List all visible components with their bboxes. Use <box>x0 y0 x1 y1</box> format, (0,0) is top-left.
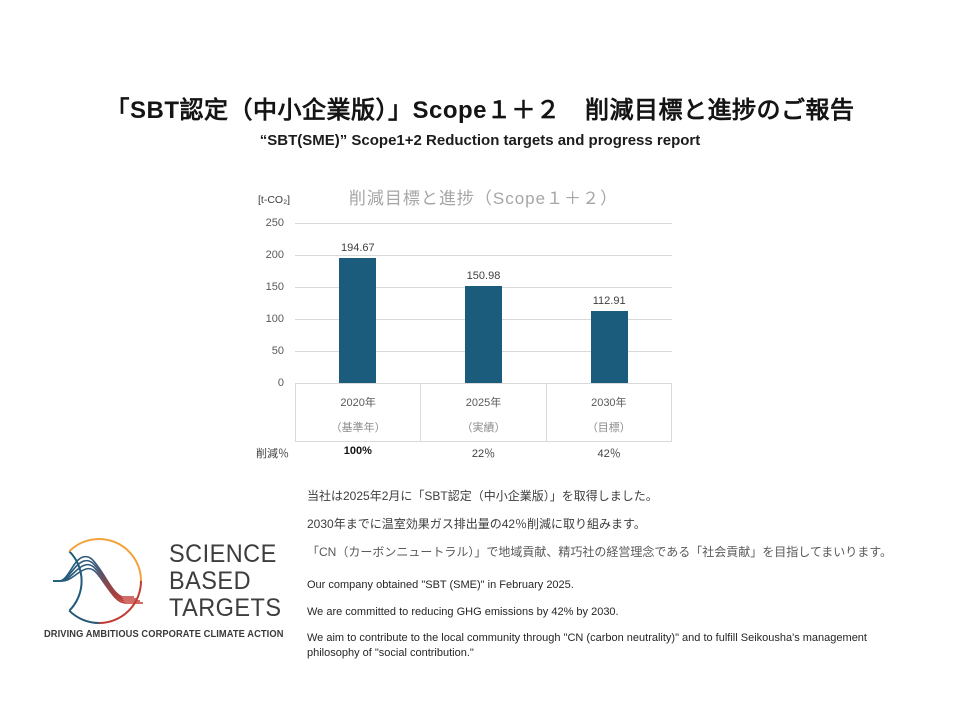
reduction-value: 42％ <box>597 448 621 460</box>
logo-wordmark: SCIENCE BASED TARGETS <box>169 541 282 622</box>
japanese-text-block: 当社は2025年2月に「SBT認定（中小企業版）」を取得しました。 2030年まで… <box>307 490 927 574</box>
bar-value-label: 112.91 <box>592 294 626 307</box>
y-axis: 250 200 150 100 50 0 <box>250 217 288 389</box>
reduction-row-label: 削減％ <box>256 448 289 460</box>
logo-word: BASED <box>169 567 252 595</box>
logo-word: TARGETS <box>169 594 282 622</box>
reduction-row-values: 100% 22％ 42％ <box>295 445 672 461</box>
slide-title: 「SBT認定（中小企業版）」Scope１＋２ 削減目標と進捗のご報告 <box>105 97 855 124</box>
japanese-paragraph: 「CN（カーボンニュートラル）」で地域貢献、精巧社の経営理念である「社会貢献」を… <box>307 545 893 559</box>
logo-tagline: DRIVING AMBITIOUS CORPORATE CLIMATE ACTI… <box>44 629 284 640</box>
category-label: 2020年 <box>340 397 376 409</box>
logo-word: SCIENCE <box>169 540 277 568</box>
y-tick-label: 100 <box>265 313 284 325</box>
reduction-value: 100% <box>343 445 372 457</box>
gridline <box>295 255 672 256</box>
category-cell: 2020年 （基準年） <box>296 384 420 441</box>
japanese-paragraph: 2030年までに温室効果ガス排出量の42％削減に取り組みます。 <box>307 517 646 531</box>
bar-value-label: 150.98 <box>466 270 501 283</box>
science-based-targets-logo-icon <box>53 538 143 624</box>
category-label: 2030年 <box>591 397 627 409</box>
bar <box>590 310 628 383</box>
english-text-block: Our company obtained "SBT (SME)" in Febr… <box>307 578 892 672</box>
category-label: 2025年 <box>465 397 502 409</box>
category-note: （目標） <box>586 422 631 434</box>
english-paragraph: We aim to contribute to the local commun… <box>307 632 867 659</box>
y-tick-label: 200 <box>265 249 284 261</box>
category-cell: 2030年 （目標） <box>545 384 671 441</box>
english-paragraph: Our company obtained "SBT (SME)" in Febr… <box>307 579 574 591</box>
chart-title: 削減目標と進捗（Scope１＋２） <box>348 189 619 208</box>
japanese-paragraph: 当社は2025年2月に「SBT認定（中小企業版）」を取得しました。 <box>307 489 658 503</box>
bar-column: 150.98 <box>421 223 547 383</box>
category-cell: 2025年 （実績） <box>420 384 545 441</box>
slide-subtitle: “SBT(SME)” Scope1+2 Reduction targets an… <box>259 132 701 149</box>
bar-column: 112.91 <box>546 223 672 383</box>
y-axis-unit-label: [t-CO₂] <box>258 194 291 206</box>
chart-plot-area: 194.67 150.98 112.91 <box>295 223 672 383</box>
y-tick-label: 0 <box>277 377 284 389</box>
english-paragraph: We are committed to reducing GHG emissio… <box>307 605 619 618</box>
y-tick-label: 150 <box>265 281 284 293</box>
bar <box>465 286 502 383</box>
category-note: （実績） <box>461 422 506 434</box>
y-tick-label: 250 <box>265 217 284 229</box>
x-axis-category-table: 2020年 （基準年） 2025年 （実績） 2030年 （目標） <box>295 383 672 442</box>
bar <box>339 258 377 383</box>
gridline <box>295 223 672 224</box>
reduction-value: 22％ <box>471 448 496 460</box>
bar-column: 194.67 <box>295 223 421 383</box>
category-note: （基準年） <box>330 422 386 434</box>
bar-value-label: 194.67 <box>341 242 375 255</box>
y-tick-label: 50 <box>271 345 284 357</box>
